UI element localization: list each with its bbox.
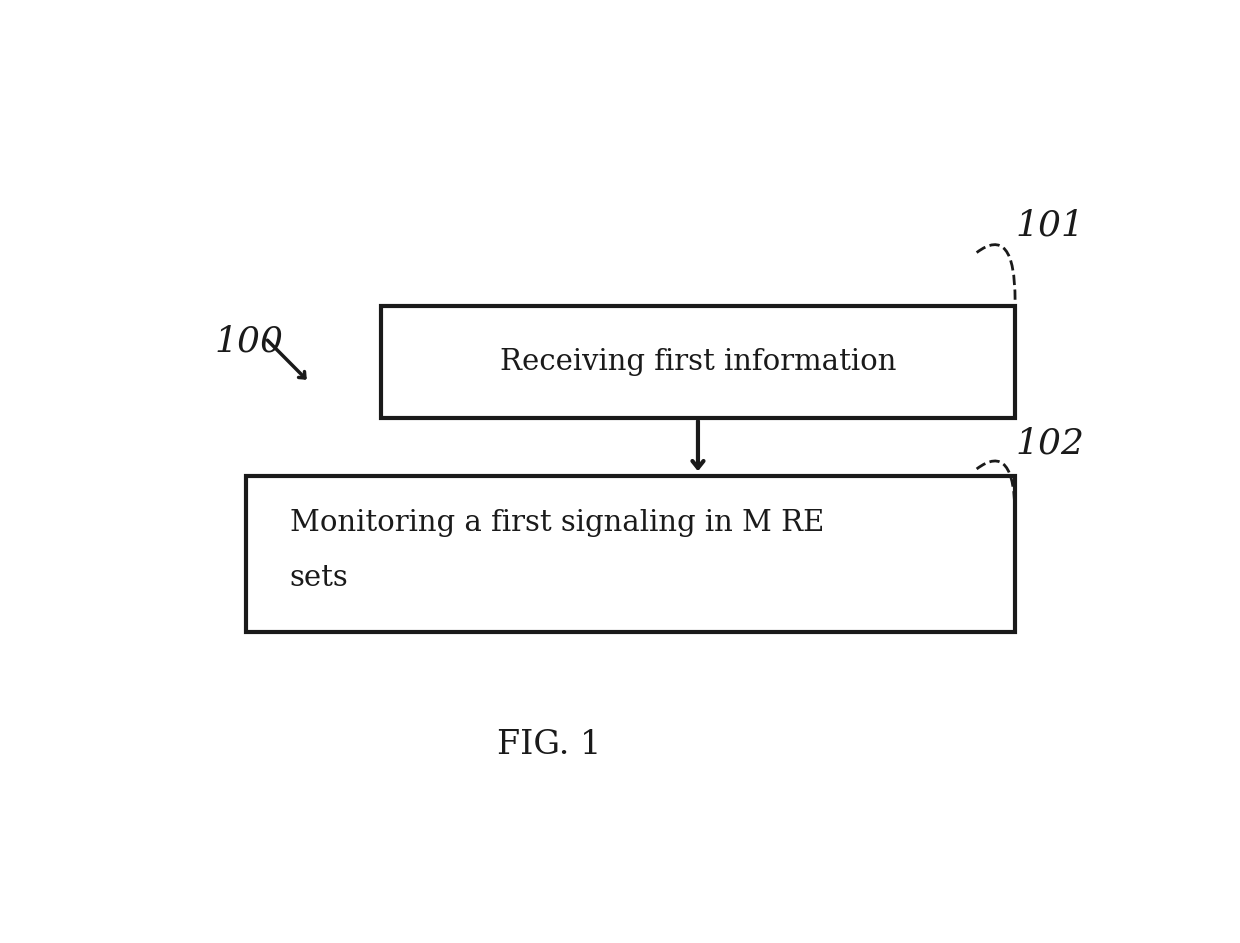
Bar (381, 306, 1016, 418)
Text: FIG. 1: FIG. 1 (497, 729, 601, 761)
Text: 102: 102 (1016, 426, 1084, 460)
Text: Receiving first information: Receiving first information (500, 348, 897, 376)
Text: 100: 100 (215, 325, 284, 359)
Bar (247, 476, 1016, 633)
Text: Monitoring a first signaling in M RE
sets: Monitoring a first signaling in M RE set… (290, 509, 823, 592)
Text: 101: 101 (1016, 208, 1084, 242)
